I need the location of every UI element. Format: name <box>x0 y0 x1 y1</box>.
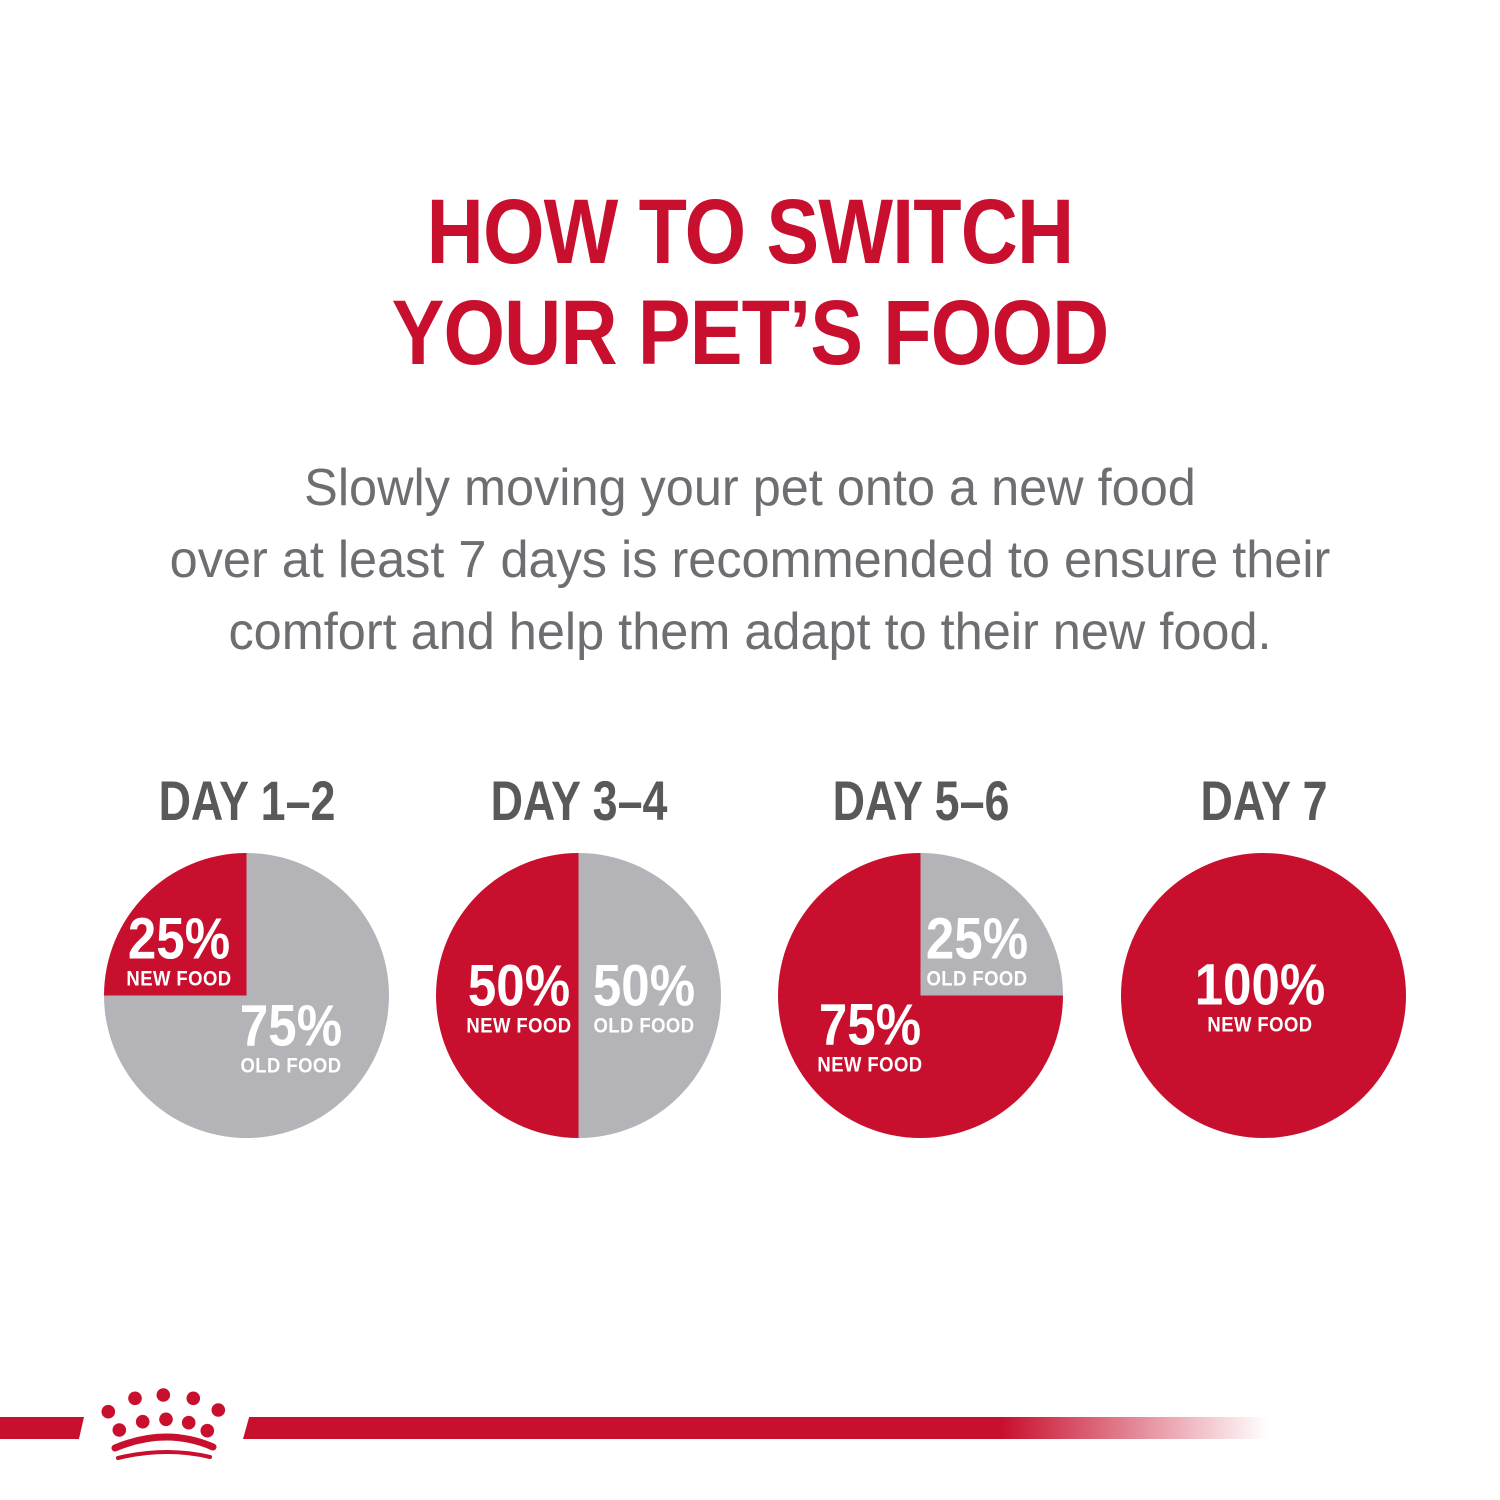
subtitle-text: Slowly moving your pet onto a new food o… <box>0 452 1500 668</box>
slice-label-old-food: 25% OLD FOOD <box>925 906 1029 992</box>
subtitle-line-3: comfort and help them adapt to their new… <box>228 603 1272 661</box>
slice-name: NEW FOOD <box>126 967 232 991</box>
pie-chart-day-7: 100% NEW FOOD <box>1121 853 1406 1138</box>
slice-name: NEW FOOD <box>1207 1013 1313 1037</box>
pie-chart-day-5-6: 25% OLD FOOD 75% NEW FOOD <box>778 853 1063 1138</box>
pie-chart-day-1-2: 25% NEW FOOD 75% OLD FOOD <box>104 853 389 1138</box>
slice-percent: 25% <box>925 906 1029 972</box>
slice-label-new-food: 50% NEW FOOD <box>466 953 572 1039</box>
slice-percent: 50% <box>592 953 696 1019</box>
slice-percent: 100% <box>1194 952 1326 1018</box>
page-title-line-2: YOUR PET’S FOOD <box>391 282 1110 384</box>
day-3-4-label: DAY 3–4 <box>490 769 668 832</box>
slice-percent: 50% <box>467 953 571 1019</box>
slice-name: OLD FOOD <box>593 1014 695 1038</box>
page-title: HOW TO SWITCH YOUR PET’S FOOD <box>0 182 1500 384</box>
page-title-line-1: HOW TO SWITCH <box>426 181 1074 283</box>
slice-label-old-food: 75% OLD FOOD <box>239 993 343 1079</box>
slice-percent: 25% <box>127 906 231 972</box>
day-1-2-label: DAY 1–2 <box>158 769 336 832</box>
day-7-label: DAY 7 <box>1200 769 1328 832</box>
royal-canin-crown-icon <box>101 1388 226 1460</box>
brand-divider-bar-left <box>0 1417 84 1439</box>
subtitle-line-2: over at least 7 days is recommended to e… <box>169 531 1331 589</box>
day-5-6-label: DAY 5–6 <box>832 769 1010 832</box>
slice-label-new-food: 25% NEW FOOD <box>126 906 232 992</box>
slice-name: NEW FOOD <box>466 1014 572 1038</box>
slice-name: OLD FOOD <box>240 1054 342 1078</box>
slice-name: OLD FOOD <box>926 967 1028 991</box>
slice-label-old-food: 50% OLD FOOD <box>592 953 696 1039</box>
slice-label-new-food: 100% NEW FOOD <box>1194 952 1326 1038</box>
slice-percent: 75% <box>818 992 922 1058</box>
pie-chart-day-3-4: 50% NEW FOOD 50% OLD FOOD <box>436 853 721 1138</box>
brand-divider-bar-right <box>243 1417 1268 1439</box>
slice-label-new-food: 75% NEW FOOD <box>817 992 923 1078</box>
slice-percent: 75% <box>239 993 343 1059</box>
slice-name: NEW FOOD <box>817 1053 923 1077</box>
subtitle-line-1: Slowly moving your pet onto a new food <box>304 459 1196 517</box>
